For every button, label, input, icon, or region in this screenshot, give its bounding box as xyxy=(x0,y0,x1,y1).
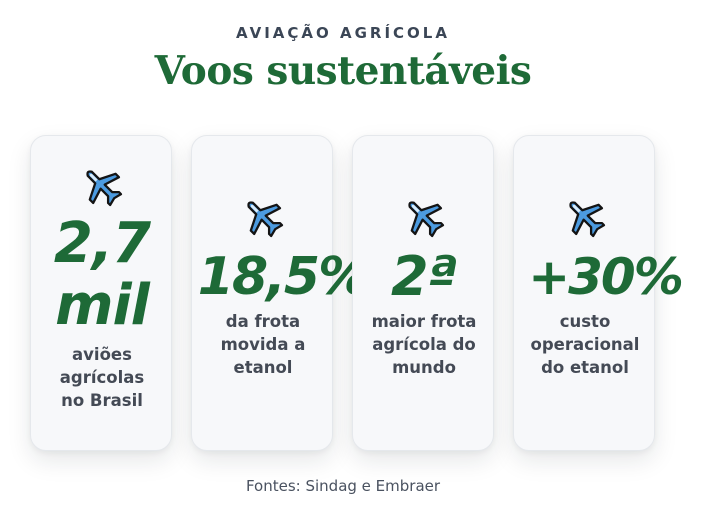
kicker-label: AVIAÇÃO AGRÍCOLA xyxy=(236,24,450,42)
stat-value: 2ª xyxy=(390,245,458,308)
stat-value: +30% xyxy=(528,248,684,306)
airplane-icon xyxy=(247,201,284,238)
stat-value: 18,5% xyxy=(197,247,370,307)
source-note: Fontes: Sindag e Embraer xyxy=(245,477,441,495)
stat-card-fleet-rank: 2ª maior frota agrícola do mundo xyxy=(352,135,494,451)
page-title: Voos sustentáveis xyxy=(154,48,532,94)
airplane-icon xyxy=(408,201,445,238)
airplane-icon xyxy=(569,201,606,238)
stat-card-planes: 2,7 mil aviões agrícolas no Brasil xyxy=(30,135,172,451)
stat-label: aviões agrícolas no Brasil xyxy=(59,345,145,410)
stat-value: 2,7 mil xyxy=(53,211,151,338)
stat-label: maior frota agrícola do mundo xyxy=(371,312,477,377)
airplane-icon xyxy=(86,170,123,207)
stat-card-ethanol-fleet: 18,5% da frota movida a etanol xyxy=(191,135,370,451)
stat-card-operating-cost: +30% custo operacional do etanol xyxy=(513,135,684,451)
stat-label: custo operacional do etanol xyxy=(530,312,640,377)
stat-label: da frota movida a etanol xyxy=(220,312,306,377)
